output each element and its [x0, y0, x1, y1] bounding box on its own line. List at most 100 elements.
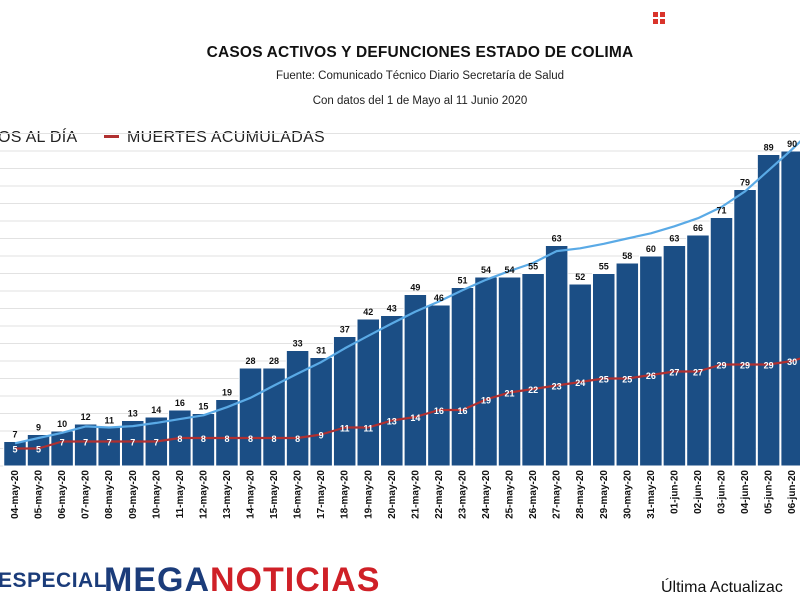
- x-tick-label: 13-may-20: [222, 470, 233, 519]
- chart-source: Fuente: Comunicado Técnico Diario Secret…: [275, 70, 565, 82]
- deaths-value-label: 25: [622, 375, 632, 385]
- deaths-value-label: 27: [693, 368, 703, 378]
- bar-value-label: 58: [622, 251, 632, 261]
- bar: [73, 423, 98, 467]
- x-tick-label: 01-jun-20: [669, 470, 680, 514]
- deaths-value-label: 8: [272, 434, 277, 444]
- x-tick-label: 03-jun-20: [717, 470, 728, 514]
- bar: [780, 150, 800, 467]
- x-tick-label: 09-may-20: [128, 470, 139, 519]
- deaths-value-label: 11: [363, 424, 373, 434]
- x-tick-label: 30-may-20: [622, 470, 633, 519]
- chart-title: CASOS ACTIVOS Y DEFUNCIONES ESTADO DE CO…: [206, 44, 634, 61]
- bar: [568, 283, 592, 467]
- bar: [733, 189, 757, 467]
- bar-value-label: 37: [340, 325, 350, 335]
- bar: [592, 273, 616, 467]
- x-tick-label: 27-may-20: [552, 470, 563, 519]
- bar-value-label: 54: [505, 265, 515, 275]
- bar-value-label: 31: [316, 346, 326, 356]
- trend-line: [14, 140, 800, 445]
- bar: [662, 245, 687, 467]
- bar: [262, 367, 286, 467]
- bar-value-label: 60: [646, 244, 656, 254]
- deaths-value-label: 7: [107, 438, 112, 448]
- deaths-value-label: 11: [340, 424, 350, 434]
- bar-value-label: 14: [151, 405, 161, 415]
- deaths-value-label: 27: [669, 368, 679, 378]
- deaths-line: [15, 357, 800, 450]
- bar: [238, 367, 263, 467]
- bar-value-label: 46: [434, 293, 444, 303]
- x-tick-label: 26-may-20: [528, 470, 539, 519]
- x-tick-label: 18-may-20: [340, 470, 351, 519]
- bar: [474, 276, 498, 467]
- deaths-value-label: 13: [387, 417, 397, 427]
- brand-prefix: ESPECIAL: [0, 569, 108, 592]
- bar: [403, 294, 428, 467]
- deaths-value-label: 8: [224, 434, 229, 444]
- bar-value-label: 28: [269, 356, 279, 366]
- bar-value-label: 10: [57, 419, 67, 429]
- x-tick-label: 07-may-20: [81, 470, 92, 519]
- bar-value-label: 51: [457, 276, 467, 286]
- x-tick-label: 05-jun-20: [764, 470, 775, 514]
- bar-value-label: 63: [552, 234, 562, 244]
- bar-value-label: 55: [599, 262, 609, 272]
- bar: [26, 434, 51, 467]
- x-tick-label: 10-may-20: [151, 470, 162, 519]
- deaths-value-label: 7: [83, 438, 88, 448]
- deaths-value-label: 7: [130, 438, 135, 448]
- bar-value-label: 55: [528, 262, 538, 272]
- deaths-value-label: 5: [36, 445, 41, 455]
- bar-value-label: 7: [12, 430, 17, 440]
- bar-value-label: 79: [740, 178, 750, 188]
- x-tick-label: 08-may-20: [104, 470, 115, 519]
- deaths-value-label: 22: [528, 385, 538, 395]
- deaths-value-label: 16: [457, 406, 467, 416]
- deaths-value-label: 30: [787, 357, 797, 367]
- last-updated-label: Última Actualizac: [661, 579, 783, 596]
- meganoticias-logo: MEGANOTICIAS: [104, 561, 380, 600]
- bar-value-label: 90: [787, 139, 797, 149]
- grid-icon[interactable]: [653, 12, 665, 24]
- bar: [121, 420, 145, 467]
- bar-value-label: 63: [669, 234, 679, 244]
- brand-banner: ESPECIAL MEGANOTICIAS: [0, 557, 410, 600]
- bar-value-label: 13: [128, 409, 138, 419]
- bar-value-label: 28: [245, 356, 255, 366]
- x-tick-label: 02-jun-20: [693, 470, 704, 514]
- bar-value-label: 71: [716, 206, 726, 216]
- x-tick-label: 24-may-20: [481, 470, 492, 519]
- x-tick-label: 17-may-20: [316, 470, 327, 519]
- x-tick-label: 04-may-20: [10, 470, 21, 519]
- logo-noticias: NOTICIAS: [210, 561, 381, 599]
- deaths-value-label: 26: [646, 371, 656, 381]
- deaths-value-label: 5: [12, 445, 17, 455]
- x-tick-label: 12-may-20: [198, 470, 209, 519]
- bar: [615, 262, 640, 467]
- bar: [215, 399, 239, 467]
- x-tick-label: 16-may-20: [293, 470, 304, 519]
- bar-value-label: 54: [481, 265, 491, 275]
- x-tick-label: 31-may-20: [646, 470, 657, 519]
- x-tick-label: 21-may-20: [410, 470, 421, 519]
- deaths-value-label: 29: [764, 361, 774, 371]
- bar: [544, 245, 569, 467]
- bar-value-label: 52: [575, 272, 585, 282]
- x-tick-label: 25-may-20: [505, 470, 516, 519]
- bar: [709, 217, 734, 467]
- bar-value-label: 42: [363, 307, 373, 317]
- bar: [521, 273, 545, 467]
- deaths-value-label: 29: [716, 361, 726, 371]
- chart-date-range: Con datos del 1 de Mayo al 11 Junio 2020: [312, 95, 528, 107]
- x-tick-label: 29-may-20: [599, 470, 610, 519]
- x-tick-label: 15-may-20: [269, 470, 280, 519]
- bar-value-label: 49: [410, 283, 420, 293]
- bar: [332, 336, 357, 467]
- bar-value-label: 9: [36, 423, 41, 433]
- deaths-value-label: 16: [434, 406, 444, 416]
- x-tick-label: 05-may-20: [34, 470, 45, 519]
- bar-value-label: 33: [293, 339, 303, 349]
